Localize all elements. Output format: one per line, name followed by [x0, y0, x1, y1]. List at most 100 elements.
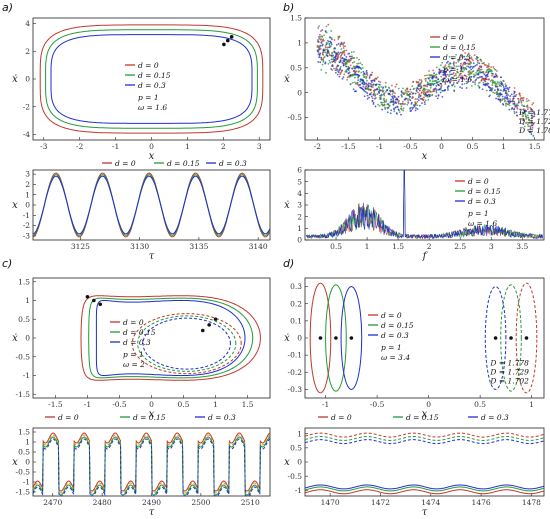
scatter-point: [336, 68, 339, 71]
scatter-point: [377, 103, 379, 106]
y-tick-label: 1: [25, 296, 30, 305]
scatter-point: [457, 76, 460, 79]
x-tick-label: 3: [257, 142, 262, 151]
scatter-point: [440, 69, 443, 72]
scatter-point: [495, 74, 498, 77]
scatter-point: [370, 95, 373, 98]
scatter-point: [370, 81, 373, 84]
scatter-point: [476, 63, 478, 66]
scatter-point: [434, 87, 437, 90]
scatter-point: [336, 57, 339, 60]
scatter-point: [345, 55, 348, 58]
scatter-point: [522, 119, 525, 122]
scatter-point: [423, 101, 426, 104]
scatter-point: [415, 89, 418, 91]
scatter-point: [363, 82, 366, 85]
scatter-point: [371, 97, 374, 100]
scatter-point: [359, 80, 362, 83]
scatter-point: [339, 45, 342, 47]
scatter-point: [515, 93, 518, 96]
series-1-0: [304, 486, 545, 492]
scatter-point: [505, 104, 507, 107]
scatter-point: [462, 63, 465, 65]
scatter-point: [426, 85, 429, 88]
scatter-point: [522, 99, 524, 102]
scatter-point: [480, 68, 483, 71]
y-axis-label: ẋ: [12, 333, 18, 344]
poincare-point: [524, 336, 529, 340]
scatter-point: [345, 49, 348, 52]
scatter-point: [416, 87, 419, 90]
y-tick-label: -0.3: [288, 385, 303, 394]
ellipse-1-0: [325, 284, 347, 392]
scatter-point: [403, 98, 406, 101]
orbit-d0: [39, 24, 264, 134]
scatter-point: [321, 43, 324, 46]
scatter-point: [366, 92, 369, 94]
scatter-point: [370, 91, 373, 94]
spectrum-0: [305, 169, 544, 240]
scatter-point: [428, 70, 430, 72]
scatter-point: [494, 89, 496, 92]
scatter-point: [461, 75, 463, 77]
scatter-point: [513, 87, 516, 89]
scatter-point: [381, 101, 384, 104]
scatter-point: [500, 83, 503, 86]
scatter-point: [441, 80, 444, 83]
scatter-point: [362, 85, 365, 88]
scatter-point: [391, 95, 393, 98]
scatter-point: [343, 41, 346, 44]
scatter-point: [400, 107, 403, 110]
scatter-point: [376, 88, 379, 91]
scatter-point: [384, 107, 387, 110]
legend-label-0: d = 0: [123, 318, 144, 327]
scatter-point: [356, 56, 358, 59]
scatter-point: [412, 88, 415, 91]
scatter-point: [506, 97, 508, 100]
scatter-point: [459, 56, 461, 59]
legend-label-0: d = 0: [443, 33, 464, 42]
scatter-point: [516, 107, 519, 110]
scatter-point: [416, 108, 419, 111]
x-axis-label: f: [422, 251, 429, 262]
scatter-point: [373, 91, 376, 94]
scatter-point: [435, 81, 438, 84]
plot-frame: [32, 169, 271, 241]
scatter-point: [490, 66, 493, 69]
scatter-point: [404, 97, 407, 100]
scatter-point: [486, 66, 488, 69]
scatter-point: [422, 84, 425, 87]
scatter-point: [432, 69, 435, 72]
scatter-point: [390, 98, 393, 101]
y-axis-label: x: [284, 457, 290, 468]
scatter-point: [350, 82, 352, 85]
scatter-point: [418, 89, 421, 92]
scatter-point: [484, 80, 487, 83]
scatter-point: [527, 99, 530, 102]
scatter-point: [333, 58, 336, 61]
scatter-point: [406, 103, 409, 106]
scatter-point: [396, 112, 398, 115]
scatter-point: [360, 71, 363, 74]
scatter-point: [458, 78, 461, 81]
panel-label-c: c): [2, 257, 12, 270]
scatter-point: [339, 43, 342, 46]
scatter-point: [487, 70, 490, 73]
scatter-point: [450, 76, 453, 79]
scatter-point: [503, 100, 506, 103]
scatter-point: [504, 83, 507, 86]
scatter-point: [467, 59, 470, 62]
scatter-point: [347, 69, 350, 71]
legend-label-0: d = 0: [381, 311, 402, 320]
scatter-point: [502, 84, 504, 87]
y-tick-label: 3: [297, 201, 302, 210]
scatter-point: [351, 61, 354, 64]
scatter-point: [498, 84, 501, 87]
scatter-point: [500, 89, 502, 92]
scatter-point: [477, 84, 480, 87]
series-0: [32, 432, 271, 492]
x-tick-label: -3: [40, 142, 48, 151]
scatter-point: [365, 72, 368, 75]
scatter-point: [504, 91, 507, 94]
series-0-1: [304, 432, 545, 438]
